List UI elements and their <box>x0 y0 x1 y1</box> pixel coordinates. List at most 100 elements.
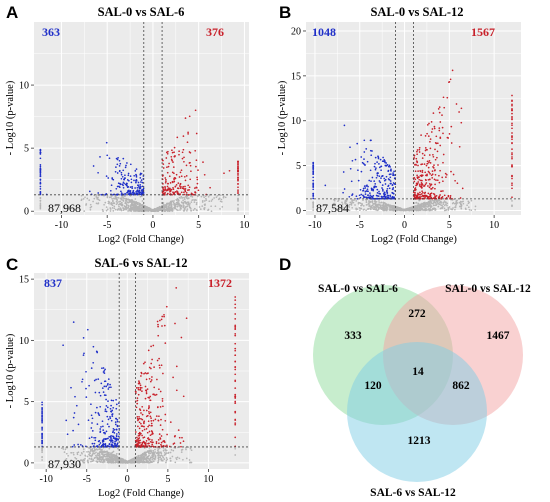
point-up-regulated <box>419 195 421 198</box>
point-up-regulated <box>182 135 185 137</box>
point-not-significant <box>393 208 396 210</box>
point-down-regulated <box>122 184 124 187</box>
point-not-significant <box>136 461 138 464</box>
point-not-significant <box>203 196 206 199</box>
point-down-regulated <box>363 139 366 142</box>
point-up-regulated <box>237 161 239 164</box>
point-not-significant <box>348 203 351 206</box>
point-not-significant <box>128 459 130 462</box>
point-not-significant <box>173 200 175 202</box>
point-up-regulated <box>139 441 141 444</box>
point-down-regulated <box>104 394 107 397</box>
point-not-significant <box>92 453 94 455</box>
point-not-significant <box>424 208 427 211</box>
point-not-significant <box>443 204 446 207</box>
point-up-regulated <box>441 114 443 116</box>
point-not-significant <box>344 203 347 205</box>
point-not-significant <box>120 204 123 206</box>
point-not-significant <box>109 202 111 205</box>
point-not-significant <box>455 200 458 202</box>
point-down-regulated <box>367 194 369 197</box>
point-down-regulated <box>312 188 315 191</box>
point-not-significant <box>80 459 82 461</box>
point-not-significant <box>127 206 130 209</box>
point-down-regulated <box>366 196 368 199</box>
point-down-regulated <box>111 431 114 434</box>
point-down-regulated <box>369 194 372 197</box>
point-not-significant <box>110 196 112 198</box>
point-not-significant <box>414 205 417 208</box>
point-down-regulated <box>41 433 43 435</box>
point-up-regulated <box>442 153 445 156</box>
point-up-regulated <box>511 112 513 115</box>
point-up-regulated <box>146 431 149 434</box>
x-tick-label: 0 <box>125 474 130 485</box>
point-down-regulated <box>85 370 87 373</box>
point-down-regulated <box>312 184 315 187</box>
point-up-regulated <box>178 176 181 178</box>
point-not-significant <box>113 205 116 208</box>
point-down-regulated <box>383 177 386 180</box>
point-not-significant <box>356 208 359 210</box>
point-not-significant <box>415 201 418 204</box>
point-up-regulated <box>234 373 237 376</box>
point-not-significant <box>170 205 173 207</box>
point-not-significant <box>462 202 465 205</box>
point-up-regulated <box>162 444 165 447</box>
point-down-regulated <box>115 403 118 406</box>
point-up-regulated <box>169 187 171 190</box>
point-down-regulated <box>389 169 392 172</box>
point-up-regulated <box>454 179 456 182</box>
point-up-regulated <box>170 155 173 158</box>
point-down-regulated <box>93 379 96 382</box>
point-not-significant <box>435 204 438 206</box>
point-not-significant <box>189 461 192 464</box>
point-down-regulated <box>39 188 42 190</box>
point-not-significant <box>447 209 450 211</box>
point-down-regulated <box>362 195 365 198</box>
point-up-regulated <box>147 396 150 399</box>
point-not-significant <box>93 457 96 460</box>
point-not-significant <box>378 200 380 202</box>
point-up-regulated <box>234 354 237 357</box>
point-up-regulated <box>439 137 442 139</box>
point-not-significant <box>357 202 360 205</box>
point-up-regulated <box>433 127 436 130</box>
point-up-regulated <box>171 149 173 152</box>
point-not-significant <box>170 209 172 212</box>
point-not-significant <box>100 461 102 464</box>
point-up-regulated <box>178 150 180 153</box>
point-up-regulated <box>173 155 176 158</box>
count-down-regulated: 837 <box>44 276 62 290</box>
point-not-significant <box>187 201 190 204</box>
point-down-regulated <box>389 166 391 168</box>
point-up-regulated <box>428 178 431 181</box>
point-down-regulated <box>372 188 375 191</box>
point-not-significant <box>467 206 470 209</box>
point-not-significant <box>175 201 178 204</box>
point-up-regulated <box>180 169 183 172</box>
point-down-regulated <box>126 191 129 194</box>
point-up-regulated <box>194 191 196 193</box>
point-down-regulated <box>385 165 387 167</box>
point-not-significant <box>72 451 75 454</box>
point-up-regulated <box>234 423 237 426</box>
point-down-regulated <box>118 428 121 430</box>
point-not-significant <box>451 202 454 205</box>
point-not-significant <box>384 209 386 212</box>
point-not-significant <box>141 206 143 208</box>
point-not-significant <box>371 207 374 209</box>
point-down-regulated <box>357 179 360 182</box>
point-up-regulated <box>234 419 237 421</box>
point-up-regulated <box>433 125 436 128</box>
point-not-significant <box>192 209 195 211</box>
point-up-regulated <box>144 445 147 448</box>
panel-letter-d: D <box>279 255 291 274</box>
point-not-significant <box>211 198 214 201</box>
point-not-significant <box>338 208 341 211</box>
point-up-regulated <box>171 193 173 196</box>
point-down-regulated <box>110 441 112 443</box>
point-down-regulated <box>114 445 116 447</box>
point-down-regulated <box>99 394 102 397</box>
point-down-regulated <box>135 181 137 184</box>
